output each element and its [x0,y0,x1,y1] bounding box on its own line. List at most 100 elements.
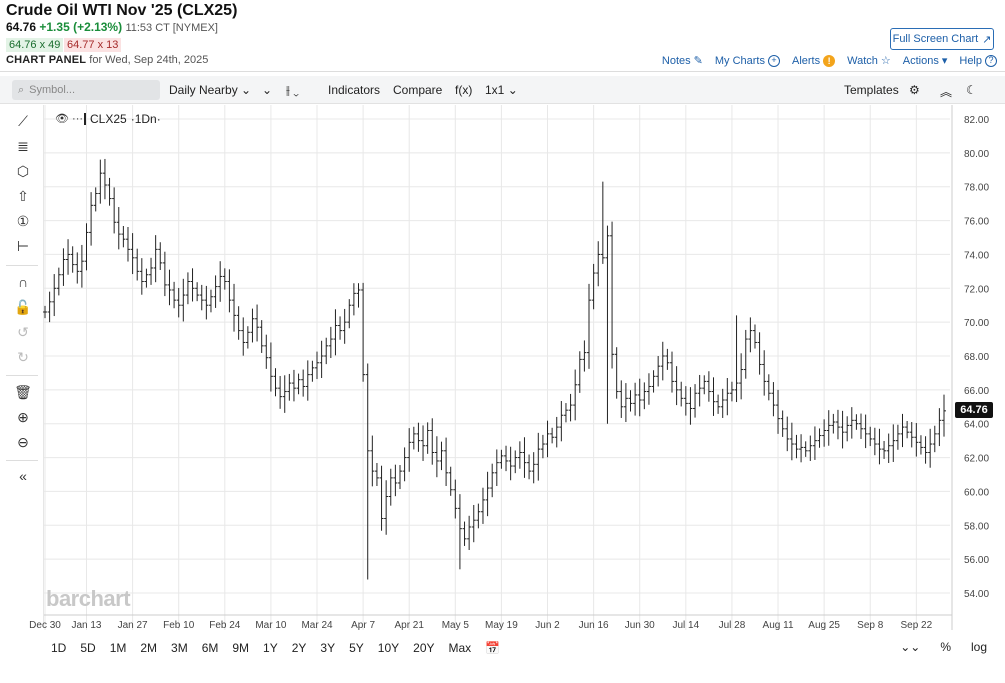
ohlc-bar [720,388,725,418]
arrow-up-tool-icon[interactable]: ⇧ [17,187,29,204]
ohlc-bar [845,416,850,442]
collapse-up-icon[interactable]: ︽ [940,85,953,99]
mycharts-link[interactable]: My Charts + [715,54,780,67]
undo-icon[interactable]: ↺ [17,323,29,340]
ohlc-bar [669,351,674,393]
unlock-icon[interactable]: 🔓 [14,298,32,315]
range-1y[interactable]: 1Y [263,641,278,655]
fib-tool-icon[interactable]: ≣ [17,137,29,154]
range-max[interactable]: Max [448,641,472,655]
ohlc-bar [895,424,900,450]
ohlc-bar [517,441,522,469]
ohlc-bar [596,241,601,287]
ohlc-bar [789,422,794,461]
measure-tool-icon[interactable]: ⊢ [16,237,30,254]
x-tick-label: Feb 10 [163,620,195,631]
ohlc-bar [716,394,721,414]
fullscreen-chart-button[interactable]: Full Screen Chart ↗ [890,28,994,50]
ohlc-bar [79,244,84,288]
line-tool-icon[interactable]: ⟋ [18,112,28,129]
ohlc-bar [135,248,140,281]
double-chevron-down-icon[interactable]: ⌄⌄ [900,640,921,654]
redo-icon[interactable]: ↻ [17,348,29,365]
ohlc-bar [218,261,223,302]
dark-mode-moon-icon[interactable]: ☾ [966,83,977,97]
range-5y[interactable]: 5Y [349,641,364,655]
shape-tool-icon[interactable]: ⬡ [16,162,30,179]
ohlc-bar [480,487,485,524]
ohlc-bar [527,454,532,480]
ohlc-bar [213,275,218,308]
magnet-icon[interactable]: ∩ [17,274,29,290]
range-5d[interactable]: 5D [80,641,96,655]
legend-controls[interactable]: 👁 ··· [55,112,83,125]
symbol-search-input[interactable]: ⌕ Symbol... [12,80,160,100]
range-20y[interactable]: 20Y [413,641,435,655]
series-color-swatch [84,113,86,125]
range-1m[interactable]: 1M [109,641,127,655]
price-chart[interactable]: 82.00 80.00 78.00 76.00 74.00 72.00 70.00 68.00… [0,105,1005,635]
layout-dropdown[interactable]: 1x1 ⌄ [485,83,518,97]
annotation-tool-icon[interactable]: ① [16,212,30,229]
compare-button[interactable]: Compare [393,83,443,97]
ohlc-bar [439,441,444,471]
templates-button[interactable]: Templates [844,83,899,97]
ohlc-bar [840,410,845,449]
calendar-icon[interactable]: 📅 [485,641,501,655]
ohlc-bar [771,382,776,417]
actions-menu[interactable]: Actions ▾ [902,54,948,68]
interval-dropdown[interactable]: Daily Nearby ⌄ [169,83,251,97]
settings-gear-icon[interactable]: ⚙ [909,83,920,97]
ohlc-bar [208,289,213,313]
ohlc-bar [872,427,877,456]
actions-label: Actions [902,54,939,67]
help-link[interactable]: Help? [959,54,997,67]
y-tick-label: 66.00 [964,386,989,397]
caret-down-icon: ▾ [941,55,948,67]
ohlc-bar [70,246,75,273]
ohlc-bar [388,468,393,506]
x-tick-label: Jun 2 [535,620,560,631]
ohlc-bar [370,435,375,487]
ohlc-bar [112,187,117,234]
chart-type-dropdown[interactable]: ⌄ [262,83,272,97]
range-9m[interactable]: 9M [232,641,250,655]
range-selector: 1D 5D 1M 2M 3M 6M 9M 1Y 2Y 3Y 5Y 10Y 20Y… [44,636,1005,660]
notes-link[interactable]: Notes ✎ [662,54,703,68]
y-tick-label: 72.00 [964,284,989,295]
ohlc-bar [563,403,568,423]
range-3m[interactable]: 3M [171,641,188,655]
log-toggle[interactable]: log [970,640,987,654]
ohlc-bar [762,350,767,396]
watch-link[interactable]: Watch ☆ [847,54,891,68]
ohlc-bar [425,422,430,454]
chevron-down-icon: ⌄ [293,83,299,97]
range-6m[interactable]: 6M [201,641,219,655]
trash-icon[interactable]: 🗑 [14,383,32,400]
zoom-in-icon[interactable]: ⊕ [17,408,29,425]
range-2m[interactable]: 2M [140,641,158,655]
ohlc-bar [264,334,269,369]
ohlc-bar [499,449,504,469]
ohlc-bar [531,452,536,484]
ohlc-bar [287,373,292,401]
function-button[interactable]: f(x) [455,83,473,97]
percent-toggle[interactable]: % [940,640,951,654]
ohlc-bar [278,375,283,409]
ohlc-bar [462,521,467,546]
ohlc-bar [52,274,57,317]
chevron-down-icon: ⌄ [507,83,518,97]
range-1d[interactable]: 1D [51,641,67,655]
range-3y[interactable]: 3Y [320,641,336,655]
indicators-button[interactable]: Indicators [328,83,381,97]
alerts-link[interactable]: Alerts! [792,54,836,67]
y-tick-label: 80.00 [964,149,989,160]
ohlc-bar [868,426,873,447]
collapse-left-icon[interactable]: « [19,468,27,484]
zoom-out-icon[interactable]: ⊖ [17,433,29,450]
range-10y[interactable]: 10Y [377,641,400,655]
ohlc-bar [139,258,144,295]
ohlc-bar [748,317,753,353]
range-2y[interactable]: 2Y [291,641,307,655]
bar-style-dropdown[interactable]: ⫲ ⌄ [286,83,299,98]
